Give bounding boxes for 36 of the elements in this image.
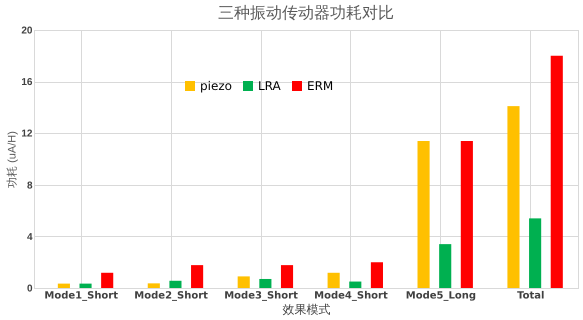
chart-title: 三种振动传动器功耗对比: [218, 4, 394, 22]
bar: [148, 283, 160, 288]
legend-label: piezo: [200, 79, 232, 93]
bar: [529, 218, 542, 288]
legend-label: LRA: [258, 79, 282, 93]
bar: [507, 106, 520, 288]
y-tick-label: 12: [21, 128, 33, 140]
x-tick-label: Mode1_Short: [44, 290, 118, 302]
y-axis-title: 功耗 (uA/H): [5, 131, 18, 188]
y-tick-label: 16: [21, 77, 33, 88]
x-tick-label: Mode5_Long: [406, 290, 476, 302]
x-axis-title: 效果模式: [282, 302, 330, 316]
x-tick-label: Total: [517, 290, 544, 302]
x-tick-label: Mode4_Short: [314, 290, 388, 302]
x-tick-label: Mode3_Short: [224, 290, 298, 302]
y-tick-label: 0: [26, 284, 33, 294]
bar: [418, 140, 430, 288]
bar: [101, 272, 114, 288]
bar: [259, 278, 272, 288]
bar: [460, 140, 473, 288]
x-tick-label: Mode2_Short: [134, 290, 208, 302]
bar: [439, 244, 452, 288]
bar: [280, 265, 294, 288]
bar: [349, 282, 362, 288]
legend-label: ERM: [307, 79, 334, 93]
bar: [58, 284, 70, 288]
bar: [191, 265, 204, 288]
y-tick-label: 20: [21, 26, 33, 36]
bar: [169, 280, 182, 288]
y-tick-label: 8: [26, 180, 33, 192]
bar: [328, 272, 340, 288]
bar: [79, 284, 92, 288]
bar: [550, 56, 563, 288]
bar: [370, 262, 383, 288]
bar: [238, 276, 250, 288]
y-tick-label: 4: [26, 232, 33, 243]
